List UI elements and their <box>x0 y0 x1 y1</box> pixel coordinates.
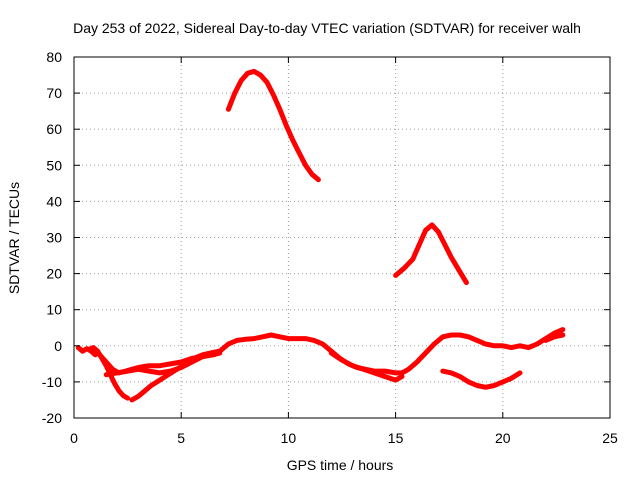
series-line-track-11 <box>440 368 523 390</box>
series-line-track-5 <box>129 348 223 403</box>
x-axis-label: GPS time / hours <box>287 457 394 473</box>
y-tick-label: 70 <box>46 85 62 101</box>
y-tick-label: 30 <box>46 230 62 246</box>
x-tick-label: 10 <box>281 430 297 446</box>
y-tick-label: 20 <box>46 266 62 282</box>
y-tick-label: -20 <box>42 410 62 426</box>
y-tick-label: 60 <box>46 121 62 137</box>
y-tick-label: 50 <box>46 157 62 173</box>
chart-title: Day 253 of 2022, Sidereal Day-to-day VTE… <box>73 20 581 36</box>
y-tick-label: 0 <box>54 338 62 354</box>
x-tick-label: 15 <box>388 430 404 446</box>
series-line-track-9 <box>225 68 321 183</box>
series-line-track-10 <box>393 222 469 286</box>
series-line-track-7 <box>328 350 405 383</box>
series-layer <box>75 68 566 403</box>
grid-lines <box>74 57 610 418</box>
y-tick-label: 10 <box>46 302 62 318</box>
y-tick-label: 40 <box>46 193 62 209</box>
series-line-track-8 <box>543 332 566 343</box>
x-tick-label: 0 <box>70 430 78 446</box>
y-tick-label: 80 <box>46 49 62 65</box>
x-tick-label: 5 <box>177 430 185 446</box>
y-tick-label: -10 <box>42 374 62 390</box>
y-axis-label: SDTVAR / TECUs <box>6 182 22 294</box>
axis-ticks: 0 5 10 15 20 25 -20 -10 0 10 20 30 40 50 60 70 80 <box>42 49 618 446</box>
series-line-track-6 <box>217 327 566 376</box>
x-tick-label: 20 <box>495 430 511 446</box>
x-tick-label: 25 <box>602 430 618 446</box>
